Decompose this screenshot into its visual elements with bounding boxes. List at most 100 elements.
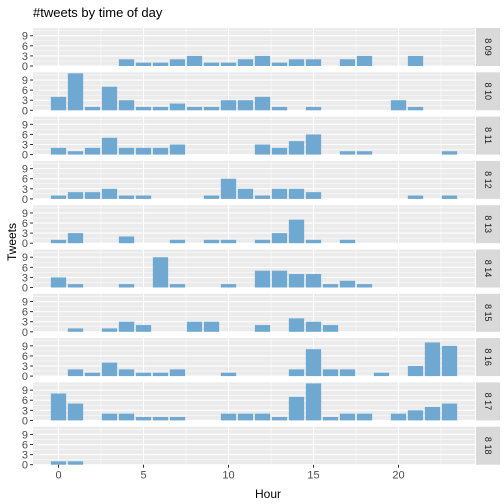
- bar: [220, 178, 237, 199]
- bar: [50, 96, 67, 111]
- bar: [441, 403, 458, 421]
- y-tick-label: 0: [22, 327, 28, 339]
- y-tick-label: 0: [22, 460, 28, 472]
- bar: [254, 195, 271, 199]
- bar: [135, 62, 152, 66]
- bar: [407, 55, 424, 66]
- bar: [50, 393, 67, 421]
- facet-strip: [476, 249, 500, 288]
- y-tick-label: 0: [22, 150, 28, 162]
- y-tick-label: 9: [22, 75, 28, 87]
- bar: [186, 106, 203, 111]
- y-tick-label: 0: [22, 238, 28, 250]
- bar: [203, 321, 220, 332]
- bar: [169, 144, 186, 155]
- bar: [169, 284, 186, 288]
- bar: [305, 239, 322, 244]
- y-tick-label: 6: [22, 41, 28, 53]
- bar: [288, 219, 305, 244]
- bar: [271, 233, 288, 244]
- bar: [288, 396, 305, 421]
- bar: [135, 195, 152, 199]
- y-tick-label: 0: [22, 415, 28, 427]
- bar: [118, 284, 135, 288]
- bar: [424, 342, 441, 377]
- bar: [356, 55, 373, 66]
- bar: [424, 406, 441, 421]
- bar: [220, 100, 237, 111]
- bar: [305, 383, 322, 421]
- bar: [441, 345, 458, 377]
- y-tick-label: 6: [22, 85, 28, 97]
- bar: [407, 195, 424, 199]
- y-tick-label: 3: [22, 317, 28, 329]
- y-tick-label: 0: [22, 283, 28, 295]
- bar: [271, 106, 288, 111]
- bar: [50, 239, 67, 244]
- facet-strip-label: 8 11: [483, 127, 493, 144]
- bar: [118, 147, 135, 155]
- bar: [84, 372, 101, 377]
- x-tick-label: 10: [222, 470, 234, 482]
- facet-strip-label: 8 17: [483, 393, 493, 411]
- facet-strip: [476, 426, 500, 465]
- bar: [169, 239, 186, 244]
- bar: [152, 417, 169, 421]
- bar: [254, 270, 271, 288]
- chart-title: #tweets by time of day: [33, 5, 163, 20]
- bar: [67, 284, 84, 288]
- bar: [407, 366, 424, 377]
- bar: [305, 321, 322, 332]
- bar: [152, 257, 169, 288]
- bar: [356, 151, 373, 155]
- y-tick-label: 9: [22, 252, 28, 264]
- bar: [288, 318, 305, 332]
- bar: [118, 100, 135, 111]
- bar: [169, 59, 186, 66]
- x-tick-label: 20: [392, 470, 404, 482]
- bar: [118, 59, 135, 66]
- bar: [390, 100, 407, 111]
- bar: [67, 151, 84, 155]
- panel-background: [33, 28, 475, 66]
- y-tick-label: 3: [22, 51, 28, 63]
- facet-strip: [476, 382, 500, 421]
- x-tick-label: 0: [55, 470, 61, 482]
- bar: [169, 417, 186, 421]
- bar: [118, 369, 135, 377]
- facet-strip-label: 8 09: [483, 38, 493, 56]
- y-tick-label: 9: [22, 341, 28, 353]
- bar: [135, 106, 152, 111]
- y-tick-label: 3: [22, 450, 28, 462]
- bar: [169, 369, 186, 377]
- y-tick-label: 3: [22, 361, 28, 373]
- bar: [254, 413, 271, 421]
- bar: [203, 106, 220, 111]
- y-tick-label: 9: [22, 297, 28, 309]
- y-tick-label: 0: [22, 371, 28, 383]
- bar: [339, 239, 356, 244]
- bar: [135, 325, 152, 332]
- bar: [50, 461, 67, 465]
- bar: [84, 147, 101, 155]
- bar: [67, 73, 84, 111]
- bar: [169, 103, 186, 111]
- y-tick-label: 0: [22, 61, 28, 73]
- y-tick-label: 3: [22, 184, 28, 196]
- y-tick-label: 9: [22, 31, 28, 43]
- bar: [271, 417, 288, 421]
- bar: [67, 328, 84, 332]
- facet-strip: [476, 28, 500, 66]
- facet-strip-label: 8 13: [483, 215, 493, 233]
- bar: [67, 233, 84, 244]
- y-tick-label: 9: [22, 119, 28, 131]
- bar: [305, 274, 322, 288]
- bar: [186, 321, 203, 332]
- y-tick-label: 6: [22, 262, 28, 274]
- bar: [118, 321, 135, 332]
